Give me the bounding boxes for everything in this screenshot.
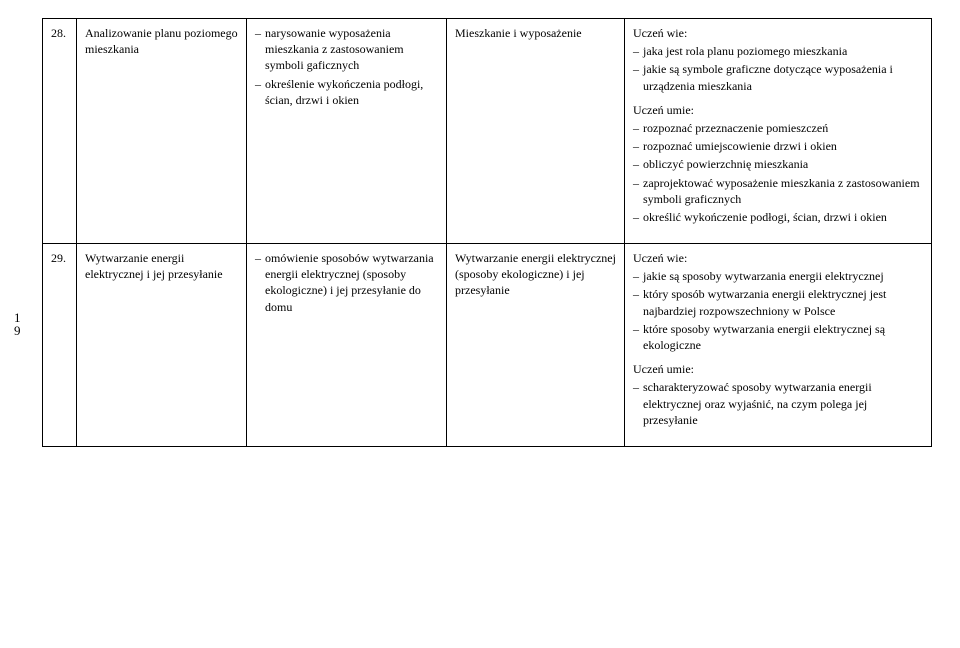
knows-lead: Uczeń wie: xyxy=(633,25,923,41)
content-item: narysowanie wyposażenia mieszkania z zas… xyxy=(255,25,438,74)
content-list: omówienie sposobów wytwarzania energii e… xyxy=(255,250,438,315)
knows-list: jaka jest rola planu poziomego mieszkani… xyxy=(633,43,923,94)
content-item: omówienie sposobów wytwarzania energii e… xyxy=(255,250,438,315)
can-item: scharakteryzować sposoby wytwarzania ene… xyxy=(633,379,923,428)
side-page-number: 1 9 xyxy=(14,311,21,337)
row-outcomes: Uczeń wie: jakie są sposoby wytwarzania … xyxy=(625,244,932,447)
row-outcomes: Uczeń wie: jaka jest rola planu poziomeg… xyxy=(625,19,932,244)
knows-item: który sposób wytwarzania energii elektry… xyxy=(633,286,923,318)
row-number: 28. xyxy=(43,19,77,244)
can-item: określić wykończenie podłogi, ścian, drz… xyxy=(633,209,923,225)
can-lead: Uczeń umie: xyxy=(633,102,923,118)
content-item: określenie wykończenia podłogi, ścian, d… xyxy=(255,76,438,108)
row-media: Wytwarzanie energii elektrycznej (sposob… xyxy=(447,244,625,447)
row-number: 29. xyxy=(43,244,77,447)
row-media: Mieszkanie i wyposażenie xyxy=(447,19,625,244)
can-list: rozpoznać przeznaczenie pomieszczeń rozp… xyxy=(633,120,923,225)
can-list: scharakteryzować sposoby wytwarzania ene… xyxy=(633,379,923,428)
knows-block: Uczeń wie: jaka jest rola planu poziomeg… xyxy=(633,25,923,94)
knows-item: jakie są symbole graficzne dotyczące wyp… xyxy=(633,61,923,93)
table-row: 29. Wytwarzanie energii elektrycznej i j… xyxy=(43,244,932,447)
can-block: Uczeń umie: rozpoznać przeznaczenie pomi… xyxy=(633,102,923,225)
page-container: 1 9 28. Analizowanie planu poziomego mie… xyxy=(0,0,960,648)
knows-item: jaka jest rola planu poziomego mieszkani… xyxy=(633,43,923,59)
table-row: 28. Analizowanie planu poziomego mieszka… xyxy=(43,19,932,244)
knows-block: Uczeń wie: jakie są sposoby wytwarzania … xyxy=(633,250,923,353)
can-item: obliczyć powierzchnię mieszkania xyxy=(633,156,923,172)
can-item: zaprojektować wyposażenie mieszkania z z… xyxy=(633,175,923,207)
can-block: Uczeń umie: scharakteryzować sposoby wyt… xyxy=(633,361,923,428)
side-page-number-2: 9 xyxy=(14,324,21,337)
content-list: narysowanie wyposażenia mieszkania z zas… xyxy=(255,25,438,108)
knows-item: jakie są sposoby wytwarzania energii ele… xyxy=(633,268,923,284)
can-lead: Uczeń umie: xyxy=(633,361,923,377)
can-item: rozpoznać umiejscowienie drzwi i okien xyxy=(633,138,923,154)
row-content: narysowanie wyposażenia mieszkania z zas… xyxy=(247,19,447,244)
knows-list: jakie są sposoby wytwarzania energii ele… xyxy=(633,268,923,353)
row-topic: Wytwarzanie energii elektrycznej i jej p… xyxy=(77,244,247,447)
curriculum-table: 28. Analizowanie planu poziomego mieszka… xyxy=(42,18,932,447)
can-item: rozpoznać przeznaczenie pomieszczeń xyxy=(633,120,923,136)
knows-item: które sposoby wytwarzania energii elektr… xyxy=(633,321,923,353)
row-topic: Analizowanie planu poziomego mieszkania xyxy=(77,19,247,244)
row-content: omówienie sposobów wytwarzania energii e… xyxy=(247,244,447,447)
knows-lead: Uczeń wie: xyxy=(633,250,923,266)
